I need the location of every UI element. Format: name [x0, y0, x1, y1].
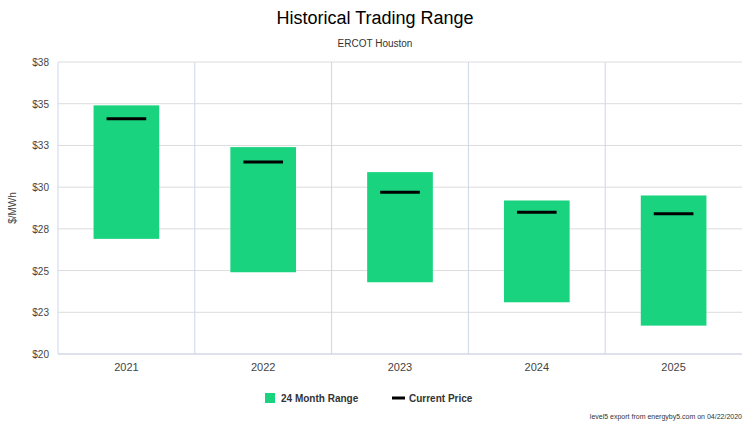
x-tick-label: 2022 [251, 361, 275, 373]
y-tick-label: $33 [32, 140, 49, 151]
current-price-marker [107, 117, 147, 120]
legend-label: 24 Month Range [281, 393, 359, 404]
range-bar [230, 147, 296, 272]
category-separator [331, 62, 332, 354]
y-tick-label: $38 [32, 57, 49, 68]
source-note: level5 export from energyby5.com on 04/2… [590, 413, 742, 421]
range-bar [504, 200, 570, 302]
grid-line [58, 145, 742, 146]
current-price-marker [380, 191, 420, 194]
background [0, 0, 750, 423]
x-tick-label: 2025 [661, 361, 685, 373]
y-tick-label: $20 [32, 349, 49, 360]
plot-area [94, 105, 707, 325]
current-price-marker [517, 211, 557, 214]
x-axis-line [58, 354, 742, 355]
y-tick-label: $30 [32, 182, 49, 193]
x-tick-label: 2024 [525, 361, 549, 373]
range-bar [367, 172, 433, 282]
grid-line [58, 354, 742, 355]
chart: Historical Trading Range ERCOT Houston $20… [0, 0, 750, 423]
grid-line [58, 312, 742, 313]
y-axis-title: $/MWh [7, 192, 18, 224]
current-price-marker [654, 212, 694, 215]
subtitle: ERCOT Houston [338, 38, 413, 49]
y-tick-label: $35 [32, 99, 49, 110]
legend-swatch [392, 397, 405, 400]
grid-line [58, 62, 742, 63]
legend-label: Current Price [409, 393, 473, 404]
category-separator [194, 62, 195, 354]
title: Historical Trading Range [276, 8, 473, 28]
category-separator [468, 62, 469, 354]
legend-swatch [265, 393, 275, 403]
y-axis-line [58, 62, 59, 354]
y-tick-label: $28 [32, 224, 49, 235]
grid-line [58, 103, 742, 104]
x-tick-label: 2023 [388, 361, 412, 373]
y-tick-label: $25 [32, 266, 49, 277]
x-tick-label: 2021 [114, 361, 138, 373]
range-bar [641, 195, 707, 325]
current-price-marker [243, 161, 283, 164]
category-separator [605, 62, 606, 354]
range-bar [94, 105, 160, 238]
y-tick-label: $23 [32, 307, 49, 318]
